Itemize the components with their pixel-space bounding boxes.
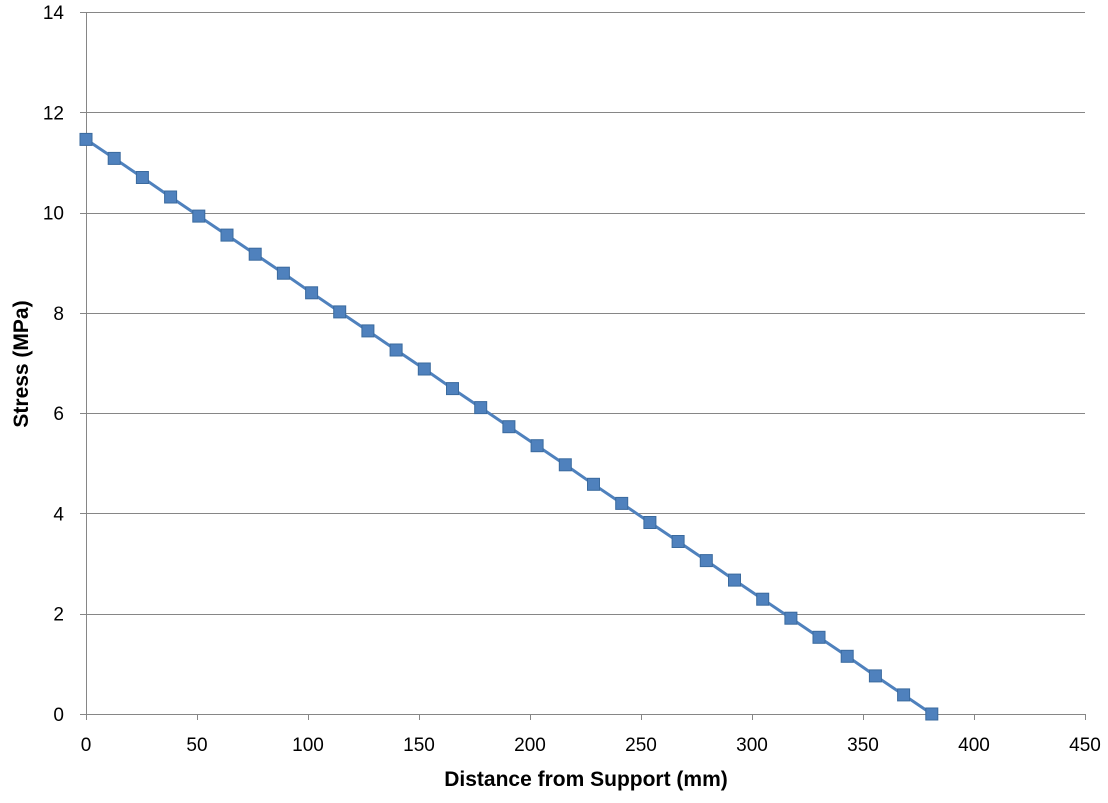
x-tick-label: 350 [847, 735, 879, 756]
y-tick-label: 10 [43, 204, 64, 225]
data-point-marker [220, 228, 234, 242]
data-point-marker [361, 324, 375, 338]
x-tick-label: 300 [736, 735, 768, 756]
data-point-marker [728, 573, 741, 587]
y-tick-label: 4 [53, 504, 64, 525]
data-point-marker [756, 592, 770, 606]
data-point-marker [897, 688, 911, 702]
data-point-marker [446, 382, 459, 396]
x-tick-label: 50 [186, 735, 207, 756]
data-point-marker [558, 458, 572, 472]
y-tick-label: 14 [43, 3, 65, 24]
gridlines [86, 12, 1085, 615]
y-tick-label: 2 [53, 605, 64, 626]
data-point-marker [107, 151, 121, 165]
series-layer [79, 132, 939, 721]
x-tick-label: 100 [292, 735, 324, 756]
data-point-marker [389, 343, 403, 357]
data-point-marker [925, 707, 939, 721]
x-tick-label: 450 [1069, 735, 1101, 756]
y-tick-label: 6 [53, 404, 64, 425]
data-point-marker [868, 669, 882, 683]
data-point-marker [615, 496, 629, 510]
data-point-marker [530, 439, 544, 453]
data-point-marker [587, 477, 600, 491]
data-point-marker [699, 554, 713, 568]
tick-labels: 0 2 4 6 8 10 12 14 0 50 100 150 200 250 300 350 400 450 [43, 3, 1101, 756]
data-point-marker [812, 630, 826, 644]
data-point-marker [840, 649, 854, 663]
y-tick-label: 12 [43, 103, 64, 124]
data-point-marker [79, 132, 93, 146]
y-axis-title: Stress (MPa) [10, 300, 33, 427]
x-tick-label: 200 [514, 735, 546, 756]
y-tick-label: 8 [53, 304, 64, 325]
data-point-marker [135, 171, 149, 184]
data-point-marker [333, 305, 347, 319]
data-point-marker [305, 286, 319, 300]
data-point-marker [417, 362, 431, 376]
x-tick-label: 250 [625, 735, 657, 756]
x-tick-label: 0 [81, 735, 92, 756]
data-point-marker [784, 611, 798, 625]
data-point-marker [474, 401, 488, 415]
data-point-marker [248, 247, 262, 261]
x-axis-title: Distance from Support (mm) [444, 768, 728, 791]
data-point-marker [502, 420, 516, 434]
data-point-marker [643, 516, 657, 529]
axes [80, 12, 1086, 720]
data-point-marker [671, 535, 685, 548]
y-tick-label: 0 [53, 705, 64, 726]
x-tick-label: 400 [958, 735, 990, 756]
data-point-marker [276, 266, 290, 280]
data-point-marker [192, 209, 206, 223]
data-point-marker [164, 190, 178, 204]
x-tick-label: 150 [403, 735, 435, 756]
